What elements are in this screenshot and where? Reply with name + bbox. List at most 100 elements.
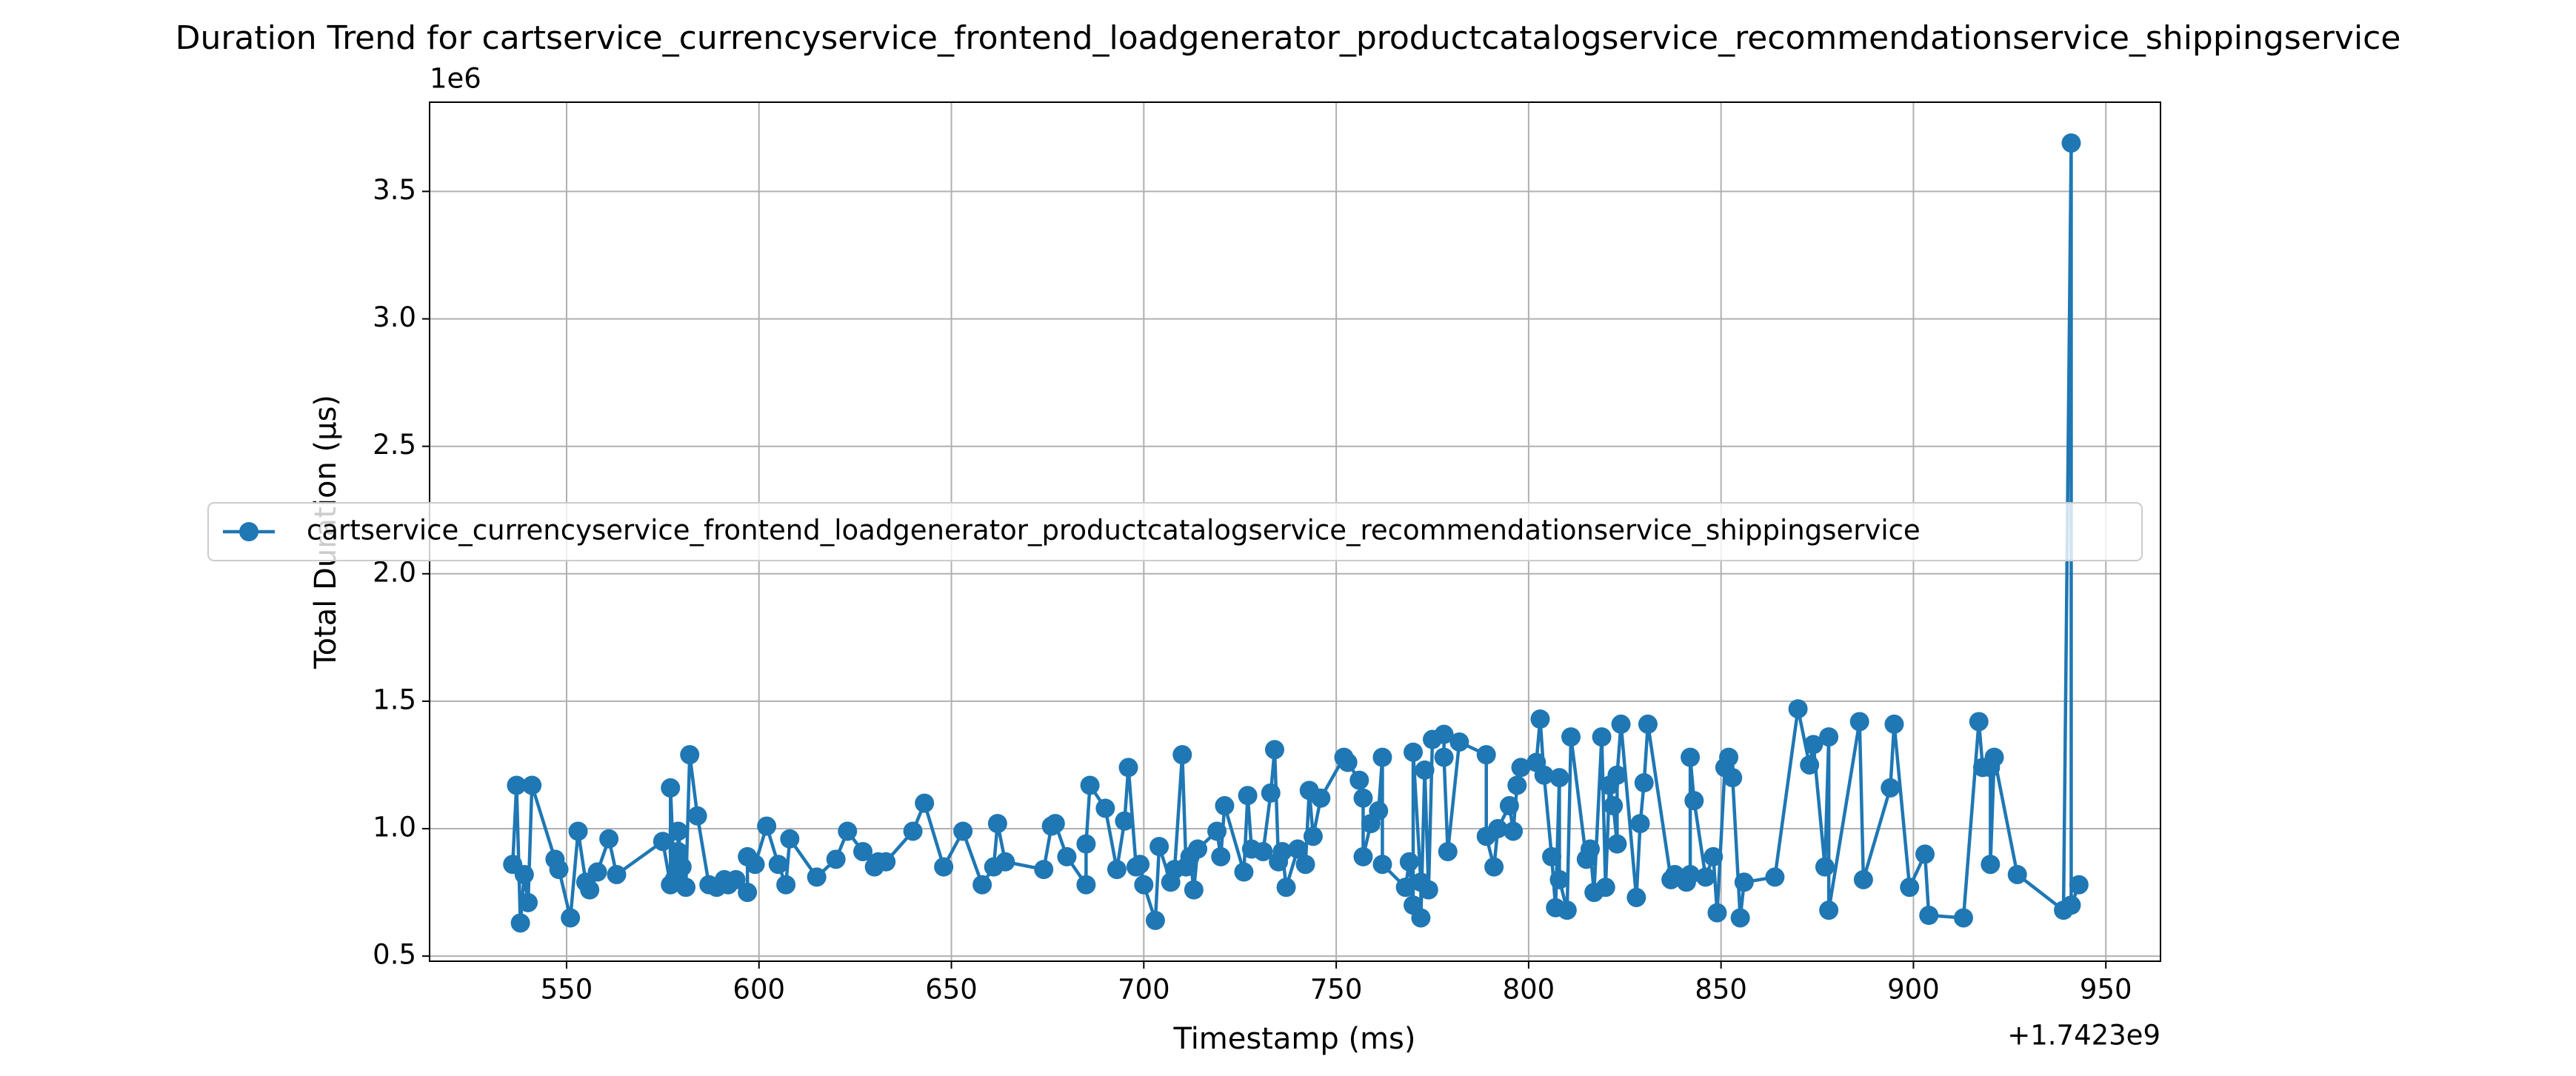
data-point	[1295, 855, 1315, 875]
data-point	[1595, 878, 1615, 898]
data-point	[1276, 878, 1296, 898]
data-point	[668, 821, 688, 841]
y-tick-label: 2.5	[373, 429, 416, 461]
data-point	[607, 864, 627, 884]
data-point	[1288, 839, 1308, 859]
x-tick-label: 850	[1695, 974, 1747, 1006]
data-point	[826, 849, 846, 869]
data-point	[1581, 839, 1601, 859]
legend-marker	[239, 522, 258, 541]
data-point	[1719, 747, 1739, 767]
data-point	[1984, 747, 2004, 767]
data-point	[1372, 747, 1392, 767]
data-point	[1915, 844, 1935, 864]
data-point	[1107, 860, 1127, 880]
data-point	[1499, 796, 1519, 816]
data-point	[668, 841, 688, 861]
data-point	[1411, 908, 1431, 928]
data-point	[1730, 908, 1750, 928]
data-point	[1919, 906, 1939, 926]
data-point	[1953, 908, 1973, 928]
data-point	[1707, 903, 1727, 923]
data-point	[726, 869, 746, 889]
data-point	[838, 821, 858, 841]
data-point	[1145, 910, 1165, 930]
data-point	[1234, 862, 1254, 882]
data-point	[1507, 775, 1527, 795]
data-point	[1638, 714, 1658, 734]
data-point	[1395, 878, 1415, 898]
data-point	[687, 806, 707, 826]
data-point	[1272, 841, 1292, 861]
y-tick-label: 3.0	[373, 301, 416, 333]
data-point	[1476, 745, 1496, 765]
data-point	[514, 864, 534, 884]
data-point	[1149, 837, 1169, 857]
data-point	[776, 875, 796, 895]
data-point	[1261, 783, 1281, 803]
data-point	[780, 829, 800, 849]
data-point	[518, 892, 538, 912]
data-point	[1207, 821, 1227, 841]
data-point	[1549, 768, 1569, 788]
data-point	[1372, 855, 1392, 875]
data-point	[1484, 857, 1504, 877]
data-point	[1542, 846, 1562, 866]
data-point	[1057, 846, 1077, 866]
data-point	[1134, 875, 1154, 895]
data-point	[1264, 740, 1284, 760]
data-point	[507, 775, 527, 795]
data-point	[1704, 846, 1724, 866]
data-point	[934, 857, 954, 877]
data-point	[738, 883, 758, 903]
x-tick-label: 950	[2080, 974, 2132, 1006]
data-point	[1399, 852, 1419, 872]
data-point	[1076, 834, 1096, 854]
data-point	[1819, 727, 1839, 747]
data-point	[2061, 895, 2081, 915]
data-point	[2061, 133, 2081, 153]
data-point	[1488, 819, 1508, 839]
data-line	[510, 141, 2081, 925]
x-tick-label: 600	[733, 974, 785, 1006]
data-point	[1215, 796, 1235, 816]
x-tick-label: 650	[925, 974, 978, 1006]
data-point	[1981, 855, 2001, 875]
data-point	[876, 852, 896, 872]
legend-label: cartservice_currencyservice_frontend_loa…	[307, 515, 1921, 547]
data-point	[1311, 788, 1331, 808]
data-point	[1338, 752, 1358, 772]
data-point	[1511, 758, 1531, 778]
data-point	[987, 814, 1007, 834]
data-point	[1415, 760, 1435, 780]
data-point	[1434, 747, 1454, 767]
data-point	[1788, 699, 1808, 719]
data-point	[1549, 869, 1569, 889]
data-point	[853, 841, 873, 861]
data-point	[1604, 796, 1624, 816]
data-point	[1853, 869, 1873, 889]
data-point	[915, 793, 935, 813]
x-tick-label: 750	[1310, 974, 1363, 1006]
data-point	[1969, 712, 1989, 732]
y-offset-label: 1e6	[430, 63, 481, 95]
data-point	[1095, 798, 1115, 818]
data-point	[599, 829, 619, 849]
data-point	[972, 875, 992, 895]
data-point	[1369, 801, 1389, 821]
y-tick-label: 2.0	[373, 556, 416, 588]
data-point	[1681, 747, 1701, 767]
data-point	[1765, 867, 1785, 887]
data-point	[680, 745, 700, 765]
data-point	[1561, 727, 1581, 747]
data-point	[1684, 791, 1704, 811]
data-point	[1118, 758, 1138, 778]
y-tick-label: 1.5	[373, 684, 416, 715]
data-point	[1211, 846, 1231, 866]
data-point	[1734, 872, 1754, 892]
data-point	[1607, 765, 1627, 785]
x-tick-label: 550	[541, 974, 593, 1006]
y-tick-label: 1.0	[373, 812, 416, 843]
data-point	[807, 867, 827, 887]
